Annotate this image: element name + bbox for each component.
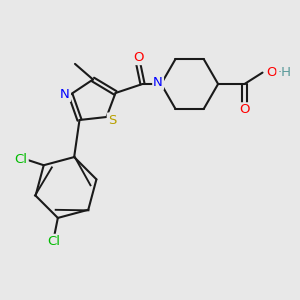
Text: S: S [108,113,116,127]
Text: O: O [133,51,143,64]
Text: N: N [60,88,70,101]
Text: ·H: ·H [278,65,292,79]
Text: O: O [239,103,250,116]
Text: N: N [153,76,163,89]
Text: Cl: Cl [15,153,28,166]
Text: O: O [266,65,277,79]
Text: Cl: Cl [48,235,61,248]
